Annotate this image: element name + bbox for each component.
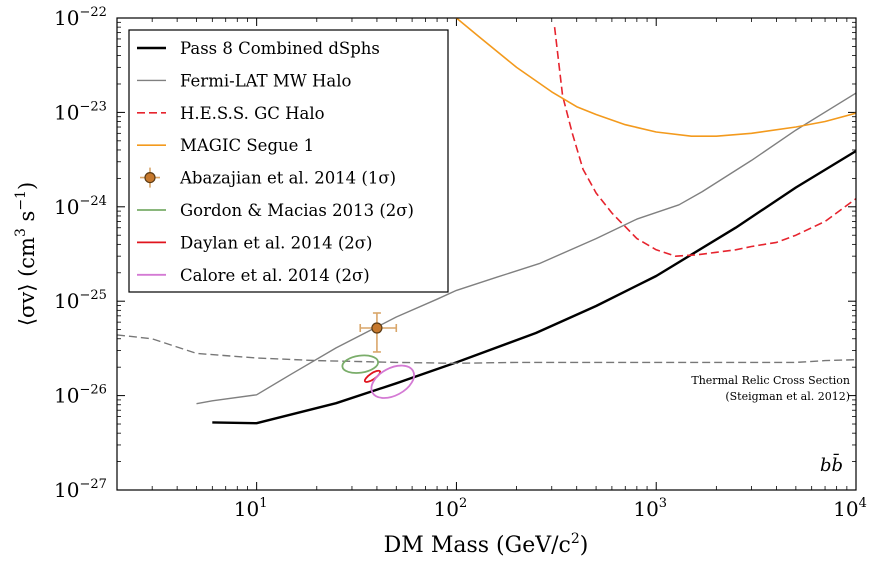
plot-area	[117, 18, 856, 425]
y-tick-label: 10−26	[54, 383, 107, 408]
legend-label: Abazajian et al. 2014 (1σ)	[179, 169, 396, 188]
contour-ellipse	[341, 354, 380, 374]
series-line	[212, 149, 856, 425]
legend-label: Calore et al. 2014 (2σ)	[180, 266, 370, 285]
x-tick-labels: 101 102 103 104	[234, 496, 867, 521]
thermal-relic-citation: (Steigman et al. 2012)	[725, 390, 850, 403]
channel-label: bb̄	[820, 452, 843, 476]
y-tick-label: 10−25	[54, 288, 107, 313]
thermal-relic-label: Thermal Relic Cross Section	[691, 374, 850, 387]
legend-label: Gordon & Macias 2013 (2σ)	[180, 201, 414, 220]
legend-entry: Pass 8 Combined dSphs	[137, 39, 380, 58]
minor-ticks	[117, 18, 856, 490]
legend-entry: H.E.S.S. GC Halo	[137, 104, 325, 123]
series-line	[553, 27, 856, 258]
y-tick-label: 10−24	[54, 194, 107, 219]
legend-swatch-marker	[144, 172, 156, 184]
plot-frame	[116, 17, 857, 491]
legend-label: Pass 8 Combined dSphs	[180, 39, 380, 58]
series-line	[455, 18, 856, 137]
legend-entry: Daylan et al. 2014 (2σ)	[137, 233, 373, 252]
x-tick-label: 104	[833, 496, 867, 521]
y-tick-label: 10−27	[54, 477, 107, 502]
contour-ellipse	[370, 364, 415, 399]
x-tick-label: 102	[434, 496, 468, 521]
legend-label: Fermi-LAT MW Halo	[180, 71, 352, 90]
legend-entry: MAGIC Segue 1	[137, 136, 314, 155]
x-tick-label: 103	[633, 496, 667, 521]
abazajian-point	[359, 312, 398, 353]
x-axis-label: DM Mass (GeV/c2)	[384, 531, 589, 558]
series-line	[117, 334, 856, 364]
legend-entry: Abazajian et al. 2014 (1σ)	[140, 167, 396, 188]
data-point-marker	[371, 322, 383, 334]
y-axis-label: ⟨σv⟩ (cm3 s−1)	[13, 182, 39, 326]
legend-label: H.E.S.S. GC Halo	[180, 104, 325, 123]
legend-box	[128, 29, 449, 293]
legend-entry: Gordon & Macias 2013 (2σ)	[137, 201, 414, 220]
series-line	[196, 92, 856, 405]
y-tick-label: 10−22	[54, 5, 107, 30]
legend-label: Daylan et al. 2014 (2σ)	[180, 233, 373, 252]
legend: Pass 8 Combined dSphs Fermi-LAT MW Halo H.…	[128, 29, 449, 293]
legend-entry: Calore et al. 2014 (2σ)	[137, 266, 370, 285]
y-tick-label: 10−23	[54, 99, 107, 124]
x-tick-label: 101	[234, 496, 268, 521]
legend-entry: Fermi-LAT MW Halo	[137, 71, 352, 90]
y-tick-labels: 10−27 10−26 10−25 10−24 10−23 10−22	[54, 5, 107, 502]
legend-label: MAGIC Segue 1	[180, 136, 314, 155]
